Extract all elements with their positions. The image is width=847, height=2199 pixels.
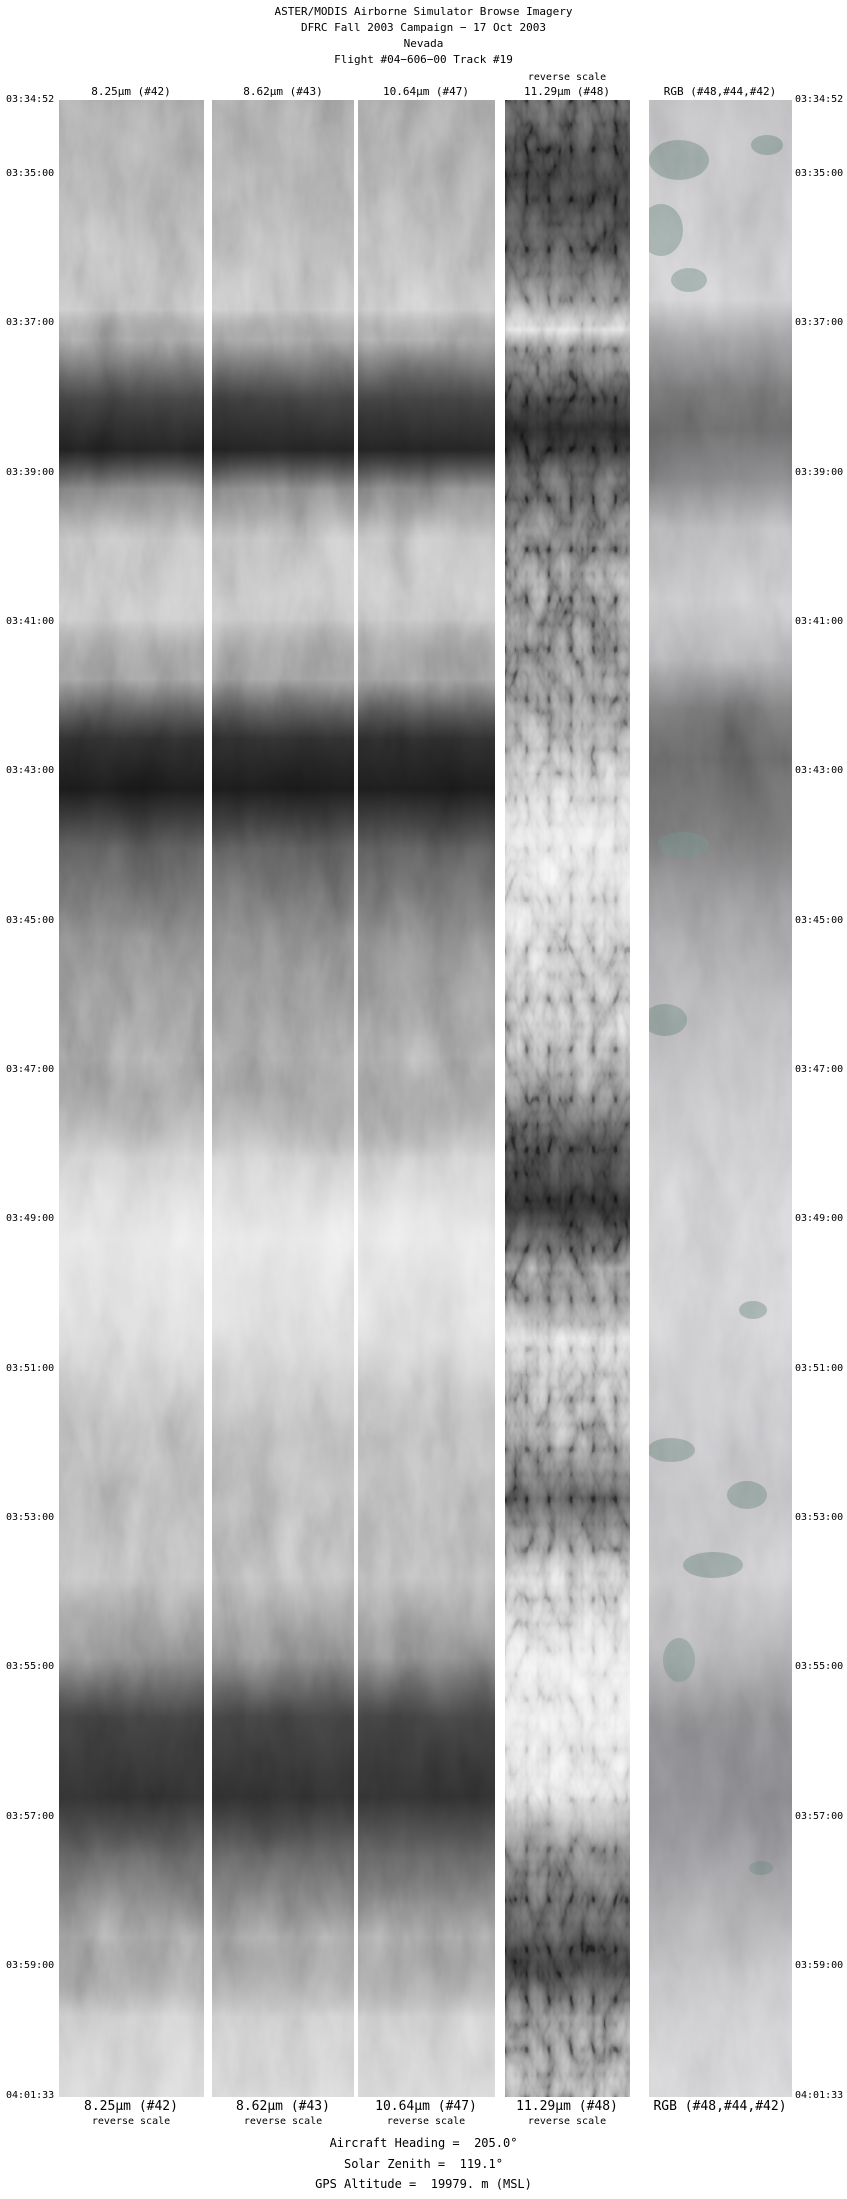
time-label: 04:01:33 — [795, 2090, 844, 2101]
time-label: 03:53:00 — [6, 1512, 55, 1523]
time-label: 03:39:00 — [795, 467, 844, 478]
time-label: 03:57:00 — [795, 1811, 844, 1822]
strip-image-rgb — [649, 100, 792, 2097]
time-label: 03:41:00 — [795, 616, 844, 627]
strip-rgb-render — [649, 100, 792, 2097]
time-label: 03:49:00 — [795, 1213, 844, 1224]
column-footer-1064um: 10.64μm (#47) — [375, 2099, 477, 2114]
time-label: 03:57:00 — [6, 1811, 55, 1822]
time-label: 03:34:52 — [6, 94, 55, 105]
page-header: ASTER/MODIS Airborne Simulator Browse Im… — [0, 4, 847, 68]
reverse-scale-note-825um: reverse scale — [91, 2116, 171, 2127]
time-label: 03:41:00 — [6, 616, 55, 627]
column-footer-825um: 8.25μm (#42) — [84, 2099, 178, 2114]
contrast-overlay — [59, 100, 204, 2097]
strip-862um-render — [212, 100, 354, 2097]
reverse-scale-note-862um: reverse scale — [243, 2116, 323, 2127]
reverse-scale-note-top: reverse scale — [527, 72, 607, 83]
strip-image-862um — [212, 100, 354, 2097]
aircraft-heading-value: Aircraft Heading = 205.0° — [329, 2136, 518, 2150]
time-label: 03:37:00 — [6, 317, 55, 328]
time-rail-right: 03:34:52 03:35:00 03:37:00 03:39:00 03:41:00… — [795, 0, 845, 2199]
contrast-overlay — [358, 100, 495, 2097]
fine-noise — [649, 100, 792, 2097]
time-label: 03:45:00 — [795, 915, 844, 926]
column-header-rgb: RGB (#48,#44,#42) — [663, 85, 777, 98]
time-label: 03:35:00 — [6, 168, 55, 179]
time-label: 03:35:00 — [795, 168, 844, 179]
time-label: 03:49:00 — [6, 1213, 55, 1224]
column-header-825um: 8.25μm (#42) — [91, 85, 171, 98]
strip-1064um-render — [358, 100, 495, 2097]
time-label: 03:51:00 — [6, 1363, 55, 1374]
time-label: 03:47:00 — [6, 1064, 55, 1075]
strip-image-1064um — [358, 100, 495, 2097]
time-label: 03:53:00 — [795, 1512, 844, 1523]
time-label: 03:43:00 — [795, 765, 844, 776]
column-header-862um: 8.62μm (#43) — [243, 85, 323, 98]
contrast-overlay — [505, 100, 630, 2097]
column-header-1129um: 11.29μm (#48) — [523, 85, 611, 98]
flight-track-subtitle: Flight #04−606−00 Track #19 — [334, 53, 513, 66]
campaign-subtitle: DFRC Fall 2003 Campaign − 17 Oct 2003 — [300, 21, 547, 34]
time-label: 03:51:00 — [795, 1363, 844, 1374]
location-subtitle: Nevada — [403, 37, 444, 50]
gps-altitude-value: GPS Altitude = 19979. m (MSL) — [315, 2177, 532, 2191]
time-label: 03:47:00 — [795, 1064, 844, 1075]
column-footer-rgb: RGB (#48,#44,#42) — [653, 2099, 787, 2114]
strip-1129um-render — [505, 100, 630, 2097]
time-label: 03:45:00 — [6, 915, 55, 926]
time-label: 03:55:00 — [795, 1661, 844, 1672]
time-label: 03:59:00 — [6, 1960, 55, 1971]
column-header-1064um: 10.64μm (#47) — [382, 85, 470, 98]
time-label: 03:34:52 — [795, 94, 844, 105]
strip-image-825um — [59, 100, 204, 2097]
time-rail-left: 03:34:52 03:35:00 03:37:00 03:39:00 03:41:00… — [6, 0, 55, 2199]
column-footer-862um: 8.62μm (#43) — [236, 2099, 330, 2114]
column-footer-1129um: 11.29μm (#48) — [516, 2099, 618, 2114]
reverse-scale-note-1064um: reverse scale — [386, 2116, 466, 2127]
time-label: 03:59:00 — [795, 1960, 844, 1971]
strip-825um-render — [59, 100, 204, 2097]
contrast-overlay — [212, 100, 354, 2097]
time-label: 03:39:00 — [6, 467, 55, 478]
strip-image-1129um — [505, 100, 630, 2097]
time-label: 03:43:00 — [6, 765, 55, 776]
reverse-scale-note-1129um: reverse scale — [527, 2116, 607, 2127]
time-label: 03:55:00 — [6, 1661, 55, 1672]
solar-zenith-value: Solar Zenith = 119.1° — [344, 2157, 503, 2171]
page-title: ASTER/MODIS Airborne Simulator Browse Im… — [274, 5, 573, 18]
time-label: 03:37:00 — [795, 317, 844, 328]
time-label: 04:01:33 — [6, 2090, 55, 2101]
